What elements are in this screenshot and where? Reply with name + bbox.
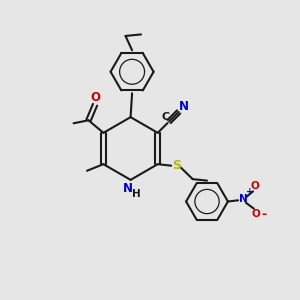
Text: S: S (172, 159, 181, 172)
Text: H: H (132, 189, 141, 199)
Text: N: N (178, 100, 188, 113)
Text: C: C (161, 112, 169, 122)
Text: O: O (91, 91, 101, 104)
Text: O: O (251, 209, 260, 219)
Text: -: - (262, 208, 267, 220)
Text: N: N (239, 194, 248, 204)
Text: N: N (123, 182, 133, 195)
Text: +: + (246, 188, 254, 196)
Text: O: O (250, 181, 259, 191)
